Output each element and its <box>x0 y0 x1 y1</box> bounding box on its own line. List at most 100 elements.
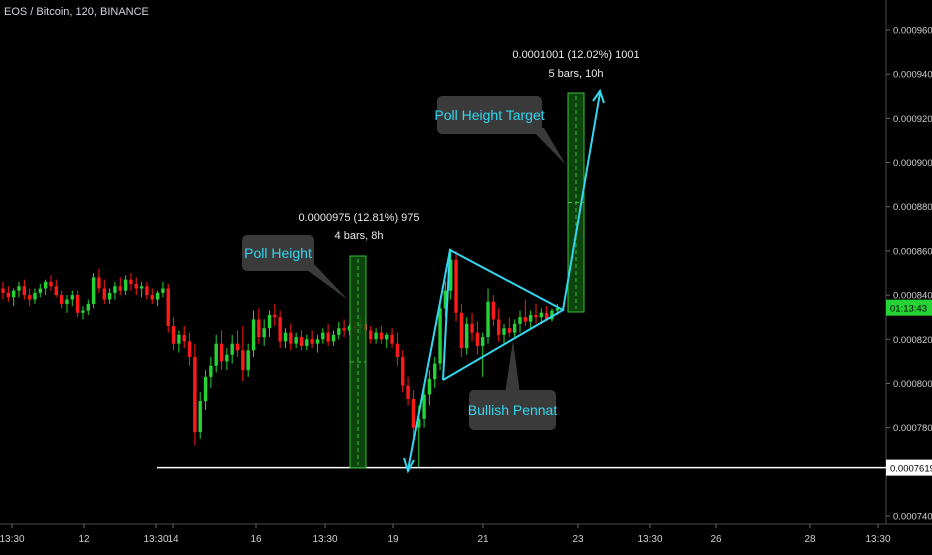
candle-body <box>427 379 432 395</box>
candle-body <box>251 319 256 351</box>
symbol-title: EOS / Bitcoin, 120, BINANCE <box>4 6 149 18</box>
measure-2-line2: 5 bars, 10h <box>548 68 603 80</box>
candle-body <box>385 334 389 340</box>
candle-body <box>59 295 64 304</box>
candle-body <box>401 356 405 386</box>
candle-body <box>555 308 560 311</box>
candle-body <box>214 343 218 366</box>
candle-body <box>219 343 224 362</box>
candle-body <box>97 277 101 289</box>
candle-body <box>161 288 165 293</box>
poll-height-label-pointer <box>300 265 348 300</box>
time-tick-label: 26 <box>710 534 722 545</box>
time-tick-label: 21 <box>477 534 489 545</box>
candle-body <box>342 328 346 331</box>
measure-2-line1: 0.0001001 (12.02%) 1001 <box>512 49 639 61</box>
target-arrowhead <box>592 88 605 104</box>
candle-body <box>65 299 69 304</box>
poll-target-label: Poll Height Target <box>434 107 544 123</box>
candle-body <box>209 365 213 377</box>
measure-1-line1: 0.0000975 (12.81%) 975 <box>298 212 419 224</box>
candle-body <box>534 314 538 318</box>
candle-body <box>326 332 330 342</box>
candle-body <box>544 312 549 320</box>
candle-body <box>283 332 288 342</box>
candle-body <box>187 341 192 357</box>
candle-body <box>123 279 128 291</box>
candle-body <box>299 337 304 346</box>
candle-body <box>70 295 74 300</box>
drawing-layer <box>157 88 886 474</box>
annotation-labels: Poll Height Poll Height Target Bullish Pen… <box>242 49 640 430</box>
candle-body <box>465 323 469 349</box>
candle-body <box>118 286 122 291</box>
candle-body <box>550 310 554 320</box>
candle-body <box>235 343 240 351</box>
pennant-label: Bullish Pennat <box>468 402 558 418</box>
support-price-tag-bg <box>886 459 932 476</box>
candle-body <box>443 290 448 309</box>
time-tick-label: 12 <box>78 534 90 545</box>
flagpole-arrowhead <box>403 457 415 474</box>
candle-body <box>81 310 85 313</box>
candle-body <box>454 259 458 313</box>
candle-body <box>523 317 528 322</box>
candle-body <box>475 332 480 346</box>
candle-body <box>406 385 410 399</box>
time-tick-label: 14 <box>167 534 179 545</box>
candle-body <box>6 292 11 298</box>
candle-body <box>539 312 544 318</box>
candle-body <box>155 292 160 300</box>
time-tick-label: 16 <box>250 534 262 545</box>
time-tick-label: 28 <box>804 534 816 545</box>
time-tick-label: 19 <box>387 534 399 545</box>
candle-body <box>417 418 421 428</box>
candle-body <box>310 339 314 344</box>
candle-body <box>305 339 309 346</box>
candle-body <box>273 314 277 318</box>
candle-body <box>241 350 245 371</box>
time-tick-label: 13:30 <box>865 534 890 545</box>
candle-body <box>438 308 442 364</box>
candle-body <box>86 303 90 311</box>
candle-body <box>395 343 400 357</box>
candle-body <box>107 292 112 300</box>
candle-body <box>267 314 272 329</box>
candle-body <box>33 292 37 300</box>
time-tick-label: 13:30 <box>143 534 168 545</box>
candle-body <box>22 286 27 296</box>
candle-body <box>512 323 517 333</box>
candle-body <box>502 328 506 335</box>
candle-body <box>337 328 341 335</box>
candle-body <box>129 279 133 285</box>
candle-body <box>491 301 496 320</box>
candle-body <box>17 286 21 291</box>
candle-body <box>507 328 512 333</box>
candle-body <box>177 334 181 344</box>
candle-body <box>422 394 426 419</box>
candle-body <box>369 330 373 340</box>
candle-body <box>113 286 117 293</box>
candle-body <box>347 326 352 331</box>
candle-body <box>27 295 32 300</box>
live-countdown-tag: 01:13:43 <box>890 304 927 315</box>
candle-body <box>203 376 208 402</box>
candle-body <box>150 295 154 300</box>
pennant-label-box <box>469 390 556 430</box>
candle-body <box>449 259 453 291</box>
candle-body <box>246 350 250 371</box>
poll-height-label-box <box>242 235 314 271</box>
candle-body <box>11 290 16 298</box>
